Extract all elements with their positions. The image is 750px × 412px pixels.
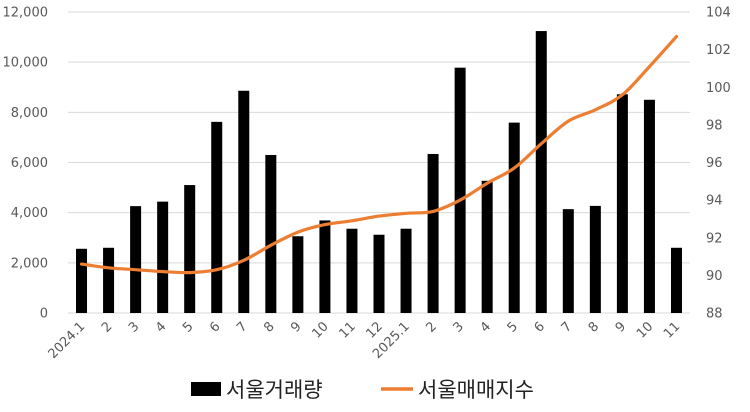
legend-label-line: 서울매매지수 (418, 378, 534, 402)
bar (292, 236, 304, 313)
y2-tick-label: 92 (706, 231, 723, 246)
bar (103, 247, 115, 313)
x-tick-label: 3 (450, 319, 466, 335)
gridlines (68, 11, 690, 314)
bar (130, 206, 142, 313)
x-tick-label: 2 (423, 319, 439, 335)
bar (184, 185, 196, 313)
x-tick-label: 7 (559, 319, 575, 335)
bar (535, 31, 547, 314)
legend-swatch-bar (191, 382, 221, 396)
bar (346, 228, 358, 313)
x-tick-label: 5 (505, 319, 521, 335)
y-axis-right: 88 90 92 94 96 98 100 102 104 (706, 6, 731, 322)
y-tick-label: 0 (40, 307, 48, 322)
bar (616, 94, 628, 313)
x-tick-label: 9 (613, 319, 629, 335)
x-tick-label: 2024.1 (46, 319, 89, 362)
bar (454, 67, 466, 313)
y-tick-label: 8,000 (11, 106, 48, 121)
y2-tick-label: 104 (706, 6, 731, 21)
x-tick-label: 8 (586, 319, 602, 335)
y2-tick-label: 102 (706, 43, 731, 58)
legend-label-bar: 서울거래량 (226, 378, 323, 402)
x-tick-label: 5 (180, 319, 196, 335)
bar (265, 154, 277, 313)
y-tick-label: 12,000 (3, 6, 49, 21)
x-tick-label: 4 (478, 319, 494, 335)
bar (76, 248, 88, 313)
bar (373, 234, 385, 313)
y-tick-label: 2,000 (11, 256, 48, 271)
x-tick-label: 3 (126, 319, 142, 335)
bar (211, 121, 223, 314)
bar (238, 90, 250, 314)
y2-tick-label: 98 (706, 118, 723, 133)
y-tick-label: 10,000 (3, 56, 49, 71)
bar (400, 228, 412, 313)
y-tick-label: 6,000 (11, 156, 48, 171)
bar (481, 180, 493, 313)
y2-tick-label: 88 (706, 307, 723, 322)
y-tick-label: 4,000 (11, 206, 48, 221)
x-tick-label: 11 (336, 319, 358, 341)
y2-tick-label: 96 (706, 156, 723, 171)
x-tick-label: 7 (234, 319, 250, 335)
bar (508, 122, 520, 314)
bar (670, 247, 682, 313)
x-tick-label: 8 (261, 319, 277, 335)
bar (427, 153, 439, 313)
bar-series (76, 31, 682, 314)
legend: 서울거래량 서울매매지수 (191, 378, 534, 402)
y2-tick-label: 90 (706, 269, 723, 284)
bar (319, 220, 331, 313)
y2-tick-label: 100 (706, 81, 731, 96)
x-tick-label: 10 (634, 319, 656, 341)
bar (643, 99, 655, 314)
x-tick-label: 6 (532, 319, 548, 335)
bar (157, 201, 169, 313)
y-axis-left: 0 2,000 4,000 6,000 8,000 10,000 12,000 (3, 6, 49, 322)
y2-tick-label: 94 (706, 194, 723, 209)
bar (562, 209, 574, 313)
x-tick-label: 9 (288, 319, 304, 335)
x-tick-label: 10 (309, 319, 331, 341)
line-series (79, 34, 679, 275)
x-tick-label: 4 (153, 319, 169, 335)
bar (589, 205, 601, 313)
x-tick-label: 2 (99, 319, 115, 335)
x-tick-label: 6 (207, 319, 223, 335)
x-tick-label: 11 (661, 319, 683, 341)
